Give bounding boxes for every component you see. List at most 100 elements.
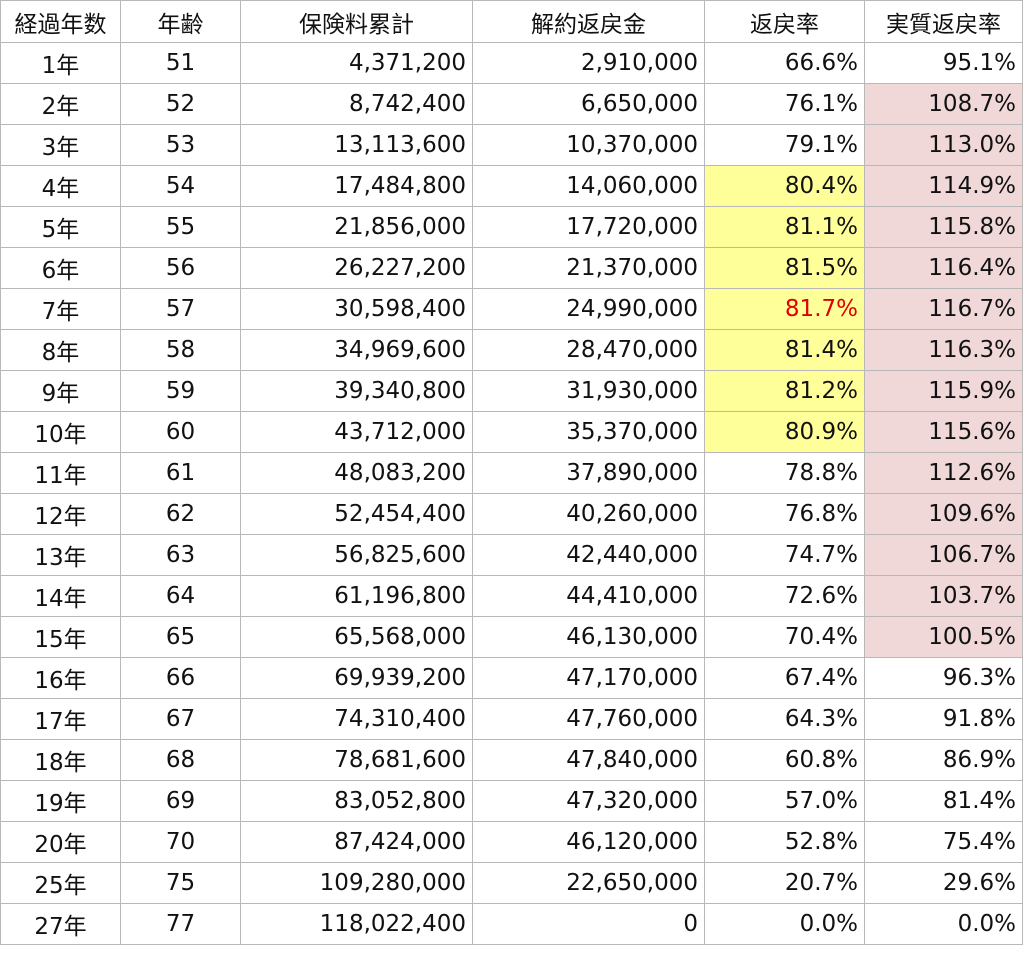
cell-return-rate: 80.4% <box>704 165 865 207</box>
table-row: 11年 61 48,083,200 37,890,000 78.8% 112.6% <box>0 452 1023 494</box>
table-row: 2年 52 8,742,400 6,650,000 76.1% 108.7% <box>0 83 1023 125</box>
cell-real-return-rate: 116.4% <box>864 247 1023 289</box>
cell-return-rate: 81.2% <box>704 370 865 412</box>
table-row: 18年 68 78,681,600 47,840,000 60.8% 86.9% <box>0 739 1023 781</box>
cell-cumulative-premium: 109,280,000 <box>240 862 473 904</box>
cell-cumulative-premium: 74,310,400 <box>240 698 473 740</box>
cell-cumulative-premium: 83,052,800 <box>240 780 473 822</box>
cell-real-return-rate: 113.0% <box>864 124 1023 166</box>
cell-surrender-value: 40,260,000 <box>472 493 705 535</box>
cell-age: 68 <box>120 739 241 781</box>
cell-cumulative-premium: 61,196,800 <box>240 575 473 617</box>
cell-age: 75 <box>120 862 241 904</box>
cell-return-rate: 78.8% <box>704 452 865 494</box>
header-row: 経過年数 年齢 保険料累計 解約返戻金 返戻率 実質返戻率 <box>0 0 1023 43</box>
cell-return-rate: 74.7% <box>704 534 865 576</box>
cell-age: 70 <box>120 821 241 863</box>
cell-elapsed-years: 8年 <box>0 329 121 371</box>
cell-cumulative-premium: 43,712,000 <box>240 411 473 453</box>
cell-return-rate: 20.7% <box>704 862 865 904</box>
cell-elapsed-years: 2年 <box>0 83 121 125</box>
cell-surrender-value: 24,990,000 <box>472 288 705 330</box>
cell-cumulative-premium: 17,484,800 <box>240 165 473 207</box>
cell-elapsed-years: 3年 <box>0 124 121 166</box>
cell-age: 59 <box>120 370 241 412</box>
cell-real-return-rate: 108.7% <box>864 83 1023 125</box>
cell-cumulative-premium: 13,113,600 <box>240 124 473 166</box>
cell-cumulative-premium: 34,969,600 <box>240 329 473 371</box>
table-header: 経過年数 年齢 保険料累計 解約返戻金 返戻率 実質返戻率 <box>0 0 1023 43</box>
cell-return-rate: 64.3% <box>704 698 865 740</box>
header-elapsed-years: 経過年数 <box>0 0 121 43</box>
header-age: 年齢 <box>120 0 241 43</box>
cell-elapsed-years: 1年 <box>0 42 121 84</box>
cell-cumulative-premium: 56,825,600 <box>240 534 473 576</box>
cell-cumulative-premium: 26,227,200 <box>240 247 473 289</box>
table-row: 25年 75 109,280,000 22,650,000 20.7% 29.6% <box>0 862 1023 904</box>
table-row: 19年 69 83,052,800 47,320,000 57.0% 81.4% <box>0 780 1023 822</box>
cell-elapsed-years: 19年 <box>0 780 121 822</box>
cell-elapsed-years: 15年 <box>0 616 121 658</box>
cell-age: 60 <box>120 411 241 453</box>
cell-real-return-rate: 106.7% <box>864 534 1023 576</box>
cell-age: 77 <box>120 903 241 945</box>
cell-return-rate: 81.7% <box>704 288 865 330</box>
cell-elapsed-years: 14年 <box>0 575 121 617</box>
cell-surrender-value: 35,370,000 <box>472 411 705 453</box>
header-return-rate: 返戻率 <box>704 0 865 43</box>
cell-return-rate: 80.9% <box>704 411 865 453</box>
table-row: 13年 63 56,825,600 42,440,000 74.7% 106.7% <box>0 534 1023 576</box>
cell-surrender-value: 47,760,000 <box>472 698 705 740</box>
surrender-value-table: 経過年数 年齢 保険料累計 解約返戻金 返戻率 実質返戻率 1年 51 4,371,… <box>0 0 1023 945</box>
cell-cumulative-premium: 78,681,600 <box>240 739 473 781</box>
cell-real-return-rate: 95.1% <box>864 42 1023 84</box>
cell-return-rate: 67.4% <box>704 657 865 699</box>
cell-surrender-value: 14,060,000 <box>472 165 705 207</box>
cell-elapsed-years: 5年 <box>0 206 121 248</box>
cell-surrender-value: 0 <box>472 903 705 945</box>
cell-surrender-value: 6,650,000 <box>472 83 705 125</box>
cell-return-rate: 60.8% <box>704 739 865 781</box>
cell-real-return-rate: 115.8% <box>864 206 1023 248</box>
cell-cumulative-premium: 21,856,000 <box>240 206 473 248</box>
header-cumulative-premium: 保険料累計 <box>240 0 473 43</box>
table-row: 4年 54 17,484,800 14,060,000 80.4% 114.9% <box>0 165 1023 207</box>
cell-cumulative-premium: 52,454,400 <box>240 493 473 535</box>
cell-real-return-rate: 81.4% <box>864 780 1023 822</box>
cell-real-return-rate: 100.5% <box>864 616 1023 658</box>
cell-age: 54 <box>120 165 241 207</box>
table-row: 20年 70 87,424,000 46,120,000 52.8% 75.4% <box>0 821 1023 863</box>
cell-real-return-rate: 103.7% <box>864 575 1023 617</box>
cell-real-return-rate: 116.7% <box>864 288 1023 330</box>
cell-elapsed-years: 13年 <box>0 534 121 576</box>
cell-surrender-value: 2,910,000 <box>472 42 705 84</box>
cell-age: 66 <box>120 657 241 699</box>
cell-age: 67 <box>120 698 241 740</box>
cell-cumulative-premium: 118,022,400 <box>240 903 473 945</box>
cell-elapsed-years: 4年 <box>0 165 121 207</box>
cell-age: 53 <box>120 124 241 166</box>
cell-surrender-value: 47,840,000 <box>472 739 705 781</box>
table-row: 3年 53 13,113,600 10,370,000 79.1% 113.0% <box>0 124 1023 166</box>
cell-surrender-value: 10,370,000 <box>472 124 705 166</box>
cell-return-rate: 70.4% <box>704 616 865 658</box>
cell-real-return-rate: 96.3% <box>864 657 1023 699</box>
cell-real-return-rate: 75.4% <box>864 821 1023 863</box>
cell-cumulative-premium: 8,742,400 <box>240 83 473 125</box>
cell-age: 62 <box>120 493 241 535</box>
cell-age: 65 <box>120 616 241 658</box>
header-real-return-rate: 実質返戻率 <box>864 0 1023 43</box>
table-row: 10年 60 43,712,000 35,370,000 80.9% 115.6% <box>0 411 1023 453</box>
table-row: 9年 59 39,340,800 31,930,000 81.2% 115.9% <box>0 370 1023 412</box>
cell-elapsed-years: 20年 <box>0 821 121 863</box>
table-row: 15年 65 65,568,000 46,130,000 70.4% 100.5% <box>0 616 1023 658</box>
table-row: 6年 56 26,227,200 21,370,000 81.5% 116.4% <box>0 247 1023 289</box>
cell-elapsed-years: 7年 <box>0 288 121 330</box>
cell-elapsed-years: 10年 <box>0 411 121 453</box>
cell-elapsed-years: 25年 <box>0 862 121 904</box>
cell-age: 63 <box>120 534 241 576</box>
table-row: 17年 67 74,310,400 47,760,000 64.3% 91.8% <box>0 698 1023 740</box>
cell-surrender-value: 22,650,000 <box>472 862 705 904</box>
cell-return-rate: 79.1% <box>704 124 865 166</box>
cell-elapsed-years: 12年 <box>0 493 121 535</box>
